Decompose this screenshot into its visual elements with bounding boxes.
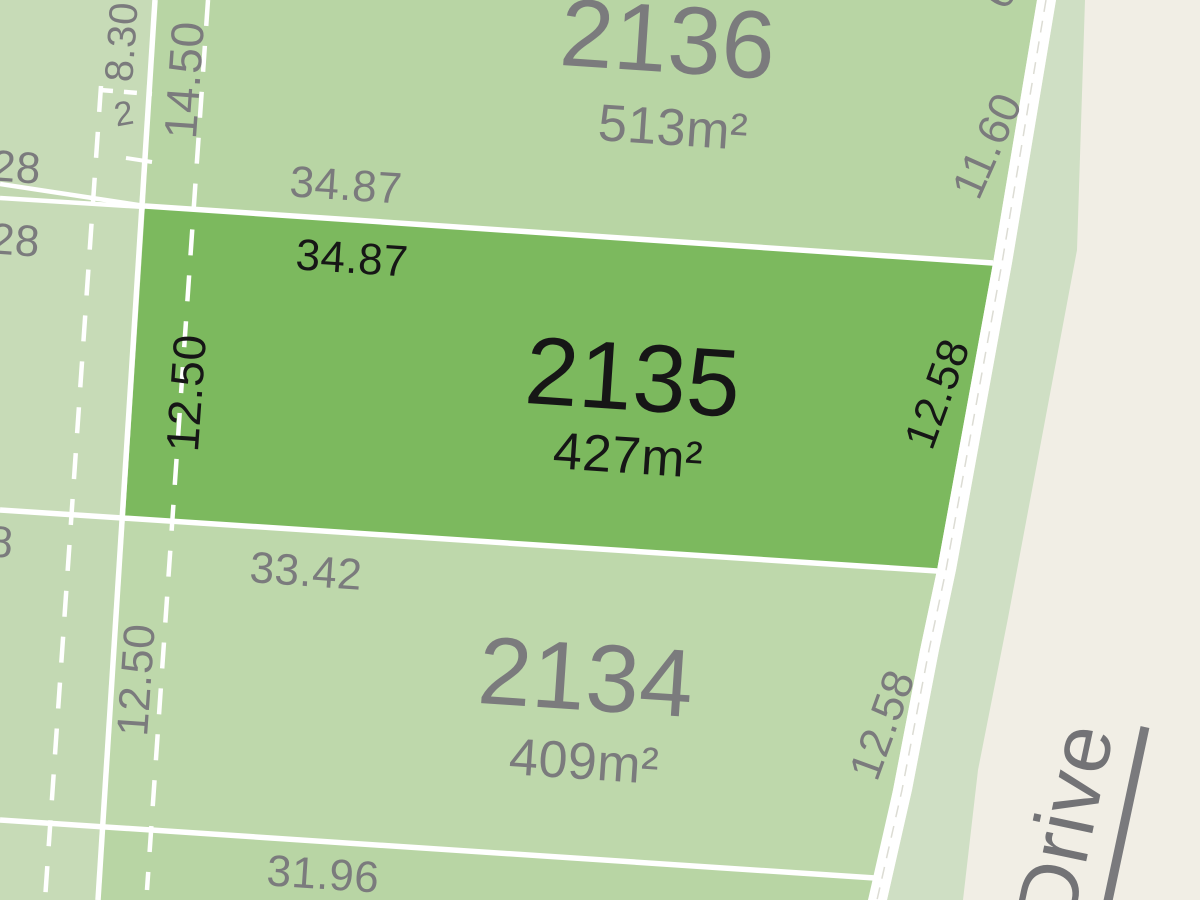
lot-2134-polygon[interactable] xyxy=(103,517,937,878)
dim-2134-side-left: 12.50 xyxy=(108,622,165,738)
road-reserve-strip xyxy=(868,0,1056,900)
dim-west-lot-upper: 28 xyxy=(0,141,43,194)
lot-number-2134: 2134 xyxy=(474,616,698,739)
west-lots-boundary-lower xyxy=(0,195,146,210)
dim-2135-side-left: 12.50 xyxy=(155,332,217,454)
south-lot-polygon xyxy=(98,828,875,900)
lot-area-2134: 409m² xyxy=(507,728,661,796)
lot-2136-polygon[interactable] xyxy=(145,0,1037,263)
dim-2136-frontage: 34.87 xyxy=(288,157,404,214)
easement-dashed-line-inner xyxy=(144,0,211,891)
west-boundary-line xyxy=(95,0,158,900)
lot-number-2135: 2135 xyxy=(521,316,745,439)
dim-west-lot-lower: 28 xyxy=(0,214,42,267)
road-centre-dashed-line xyxy=(876,0,1047,900)
west-lot-middle-polygon xyxy=(0,198,145,517)
boundary-line-2134-south xyxy=(0,817,876,881)
dim-2134-frontage: 33.42 xyxy=(248,543,364,600)
lot-2135-polygon[interactable] xyxy=(125,206,993,570)
west-lots-boundary-upper xyxy=(0,181,146,209)
lot-area-2135: 427m² xyxy=(551,422,705,490)
west-lot-upper-polygon xyxy=(0,0,155,206)
west-lot-lower-polygon xyxy=(0,510,125,828)
west-lot-bottom-polygon xyxy=(0,820,103,900)
easement-corner-dash xyxy=(99,87,153,97)
boundary-line-2136-2135 xyxy=(144,203,994,266)
survey-tick xyxy=(125,156,153,164)
lot-number-2136: 2136 xyxy=(556,0,780,101)
dim-south-lot-frontage: 31.96 xyxy=(265,846,381,900)
boundary-line-2135-2134 xyxy=(0,507,938,574)
road-verge xyxy=(887,0,1085,900)
dim-2136-side-left-upper: 8.30 xyxy=(97,0,147,84)
lot-area-2136: 513m² xyxy=(596,94,750,162)
dim-2136-side-left-lower: 14.50 xyxy=(153,19,215,141)
dim-2135-frontage: 34.87 xyxy=(294,230,410,287)
